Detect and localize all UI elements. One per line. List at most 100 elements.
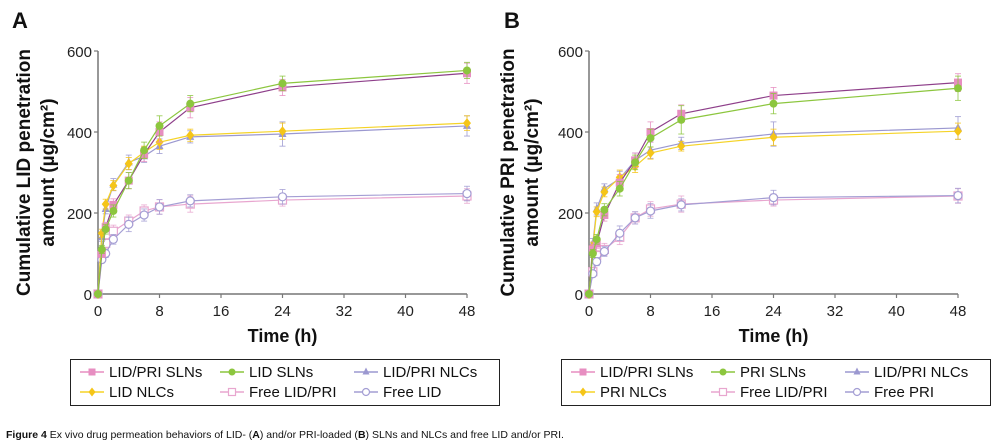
data-point (185, 196, 195, 206)
series-line (97, 69, 468, 295)
y-axis-label-line1: Cumulative PRI penetration (498, 48, 519, 296)
data-point (154, 202, 165, 212)
data-point (463, 118, 471, 129)
series-line (588, 195, 959, 295)
y-tick-label: 200 (558, 206, 583, 223)
x-axis-label: Time (h) (739, 326, 809, 346)
legend-item: Free LID/PRI (710, 382, 828, 402)
x-tick-label: 8 (155, 303, 163, 320)
x-tick-label: 0 (94, 303, 102, 320)
legend-swatch (354, 367, 378, 375)
legend-swatch (220, 387, 244, 397)
y-tick-label: 400 (558, 125, 583, 142)
x-tick-label: 24 (274, 303, 291, 320)
data-point (768, 193, 779, 203)
legend-swatch (220, 368, 244, 376)
legend-item: LID/PRI NLCs (353, 362, 477, 382)
y-tick-label: 600 (558, 44, 583, 61)
legend-swatch (845, 367, 869, 375)
legend-item: PRI NLCs (570, 382, 667, 402)
legend-swatch (80, 368, 104, 376)
data-point (139, 210, 149, 220)
y-axis-label-line2: amount (µg/cm²) (522, 98, 543, 246)
legend-item: LID/PRI SLNs (570, 362, 693, 382)
data-point (109, 180, 118, 191)
data-point (645, 206, 656, 216)
legend-swatch (711, 368, 735, 376)
legend-a: LID/PRI SLNs LID SLNs LID/PRI NLCs LID NLCs… (70, 359, 500, 406)
series-lid-pri-slns (94, 62, 471, 298)
y-tick-label: 0 (575, 287, 583, 304)
legend-label: LID NLCs (109, 383, 175, 401)
x-tick-label: 48 (459, 303, 476, 320)
series-free-lid-pri (93, 188, 472, 299)
data-point (600, 186, 609, 197)
data-point (278, 79, 287, 88)
legend-marker (228, 368, 236, 376)
data-point (599, 246, 609, 257)
series-line (588, 81, 959, 295)
data-point (588, 249, 597, 258)
series-pri-slns (585, 75, 962, 298)
series-free-pri (584, 187, 963, 299)
data-point (140, 146, 149, 155)
data-point (186, 99, 195, 108)
legend-label: LID SLNs (249, 363, 314, 381)
legend-marker (88, 387, 96, 397)
data-point (101, 199, 110, 210)
x-tick-label: 32 (336, 303, 353, 320)
x-tick-label: 8 (646, 303, 654, 320)
data-point (769, 132, 778, 143)
legend-marker (718, 387, 728, 397)
chart-panel-b: B 0 200 400 600 0 8 16 24 32 40 48 Time (h) Cumulativ… (490, 0, 986, 412)
data-point (277, 192, 288, 202)
x-tick-label: 32 (827, 303, 844, 320)
data-point (677, 115, 686, 124)
legend-marker (719, 368, 727, 376)
x-tick-label: 16 (704, 303, 721, 320)
data-point (124, 158, 133, 169)
data-point (585, 290, 593, 298)
legend-label: Free LID (383, 383, 442, 401)
data-point (615, 228, 625, 238)
y-axis-label-line2: amount (µg/cm²) (38, 98, 59, 246)
data-point (155, 121, 164, 130)
legend-b: LID/PRI SLNs PRI SLNs LID/PRI NLCs PRI NLCs… (561, 359, 991, 406)
data-point (600, 205, 609, 214)
legend-item: LID NLCs (79, 382, 174, 402)
series-line (588, 127, 959, 295)
data-point (954, 84, 962, 93)
legend-item: LID/PRI SLNs (79, 362, 202, 382)
legend-label: LID/PRI NLCs (874, 363, 969, 381)
legend-marker (852, 387, 862, 397)
legend-marker (579, 387, 587, 397)
data-point (646, 148, 655, 159)
data-point (592, 206, 601, 217)
x-tick-label: 0 (585, 303, 593, 320)
data-point (646, 134, 655, 143)
caption-label: Figure 4 (6, 429, 47, 441)
x-tick-label: 48 (950, 303, 967, 320)
x-tick-label: 16 (213, 303, 230, 320)
data-point (769, 99, 778, 108)
data-point (676, 200, 686, 210)
chart-panel-a: A 0 200 400 600 0 8 16 24 32 40 48 Time (h) Cumulativ… (0, 0, 496, 412)
data-point (463, 66, 471, 75)
legend-label: LID/PRI NLCs (383, 363, 478, 381)
legend-item: Free LID (353, 382, 441, 402)
data-point (630, 213, 640, 223)
data-point (97, 245, 106, 254)
data-point (278, 126, 287, 137)
legend-label: Free LID/PRI (740, 383, 828, 401)
y-axis-label-line1: Cumulative LID penetration (14, 49, 35, 296)
legend-marker (361, 387, 371, 397)
legend-swatch (711, 387, 735, 397)
legend-swatch (571, 387, 595, 397)
legend-swatch (571, 368, 595, 376)
series-line (588, 87, 959, 295)
legend-label: LID/PRI SLNs (600, 363, 694, 381)
data-point (954, 126, 962, 137)
data-point (953, 190, 963, 201)
series-line (588, 194, 959, 295)
legend-marker (579, 368, 587, 376)
